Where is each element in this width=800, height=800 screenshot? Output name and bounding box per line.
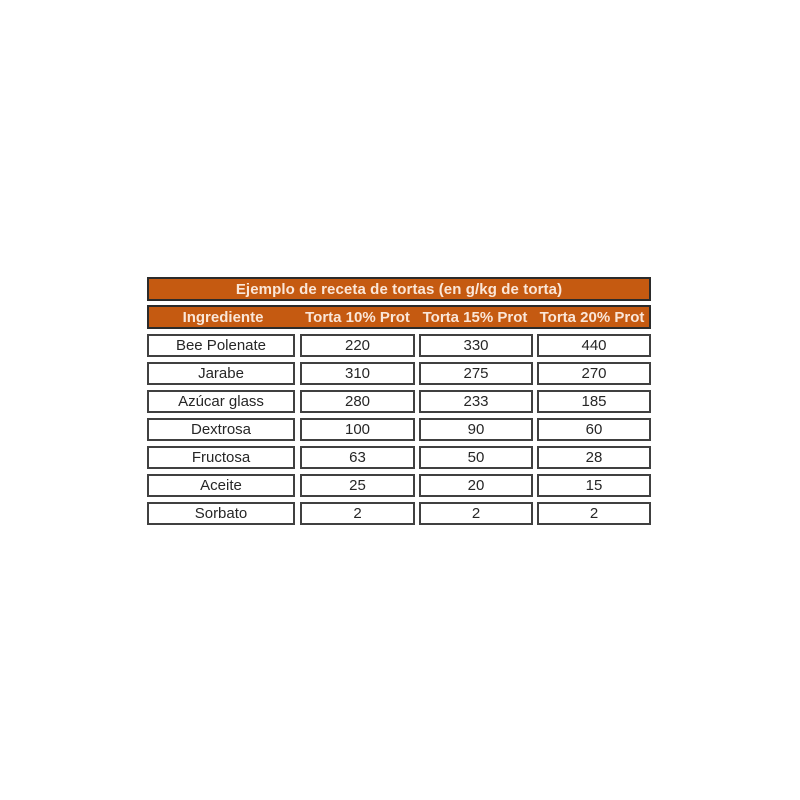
value-cell: 60 [537, 418, 651, 441]
table-row: Sorbato 2 2 2 [147, 502, 651, 525]
recipe-table: Ejemplo de receta de tortas (en g/kg de … [147, 277, 651, 525]
ingredient-cell: Aceite [147, 474, 295, 497]
ingredient-cell: Azúcar glass [147, 390, 295, 413]
value-cell: 220 [300, 334, 415, 357]
column-header-ingrediente: Ingrediente [182, 308, 264, 326]
ingredient-cell: Fructosa [147, 446, 295, 469]
value-cell: 25 [300, 474, 415, 497]
value-cell: 233 [419, 390, 533, 413]
value-cell: 275 [419, 362, 533, 385]
value-cell: 50 [419, 446, 533, 469]
value-cell: 280 [300, 390, 415, 413]
value-cell: 100 [300, 418, 415, 441]
ingredient-cell: Dextrosa [147, 418, 295, 441]
value-cell: 2 [537, 502, 651, 525]
value-cell: 28 [537, 446, 651, 469]
value-cell: 185 [537, 390, 651, 413]
value-cell: 2 [300, 502, 415, 525]
value-cell: 15 [537, 474, 651, 497]
table-row: Aceite 25 20 15 [147, 474, 651, 497]
value-cell: 63 [300, 446, 415, 469]
value-cell: 2 [419, 502, 533, 525]
ingredient-cell: Bee Polenate [147, 334, 295, 357]
table-row: Bee Polenate 220 330 440 [147, 334, 651, 357]
value-cell: 270 [537, 362, 651, 385]
value-cell: 90 [419, 418, 533, 441]
ingredient-cell: Sorbato [147, 502, 295, 525]
value-cell: 330 [419, 334, 533, 357]
column-header-torta-20-prot: Torta 20% Prot [539, 308, 645, 326]
table-row: Jarabe 310 275 270 [147, 362, 651, 385]
ingredient-cell: Jarabe [147, 362, 295, 385]
table-row: Dextrosa 100 90 60 [147, 418, 651, 441]
value-cell: 20 [419, 474, 533, 497]
value-cell: 440 [537, 334, 651, 357]
table-header-row: Ingrediente Torta 10% Prot Torta 15% Pro… [147, 305, 651, 329]
table-title-row: Ejemplo de receta de tortas (en g/kg de … [147, 277, 651, 301]
column-header-torta-15-prot: Torta 15% Prot [422, 308, 528, 326]
table-title: Ejemplo de receta de tortas (en g/kg de … [235, 280, 563, 298]
column-header-torta-10-prot: Torta 10% Prot [305, 308, 410, 326]
table-row: Azúcar glass 280 233 185 [147, 390, 651, 413]
value-cell: 310 [300, 362, 415, 385]
table-row: Fructosa 63 50 28 [147, 446, 651, 469]
